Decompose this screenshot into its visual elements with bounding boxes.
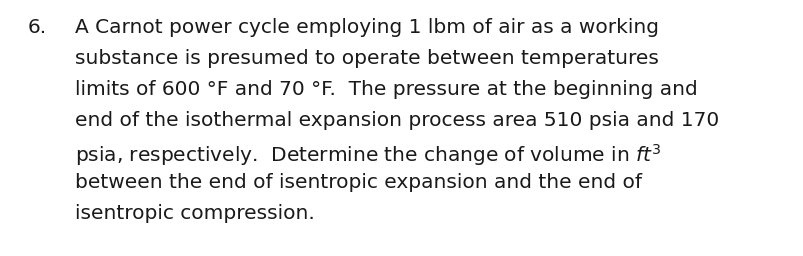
Text: between the end of isentropic expansion and the end of: between the end of isentropic expansion …	[75, 173, 642, 192]
Text: 6.: 6.	[28, 18, 47, 37]
Text: end of the isothermal expansion process area 510 psia and 170: end of the isothermal expansion process …	[75, 111, 719, 130]
Text: limits of 600 °F and 70 °F.  The pressure at the beginning and: limits of 600 °F and 70 °F. The pressure…	[75, 80, 697, 99]
Text: A Carnot power cycle employing 1 lbm of air as a working: A Carnot power cycle employing 1 lbm of …	[75, 18, 658, 37]
Text: isentropic compression.: isentropic compression.	[75, 204, 314, 223]
Text: psia, respectively.  Determine the change of volume in $\mathit{ft}^3$: psia, respectively. Determine the change…	[75, 142, 661, 168]
Text: substance is presumed to operate between temperatures: substance is presumed to operate between…	[75, 49, 658, 68]
